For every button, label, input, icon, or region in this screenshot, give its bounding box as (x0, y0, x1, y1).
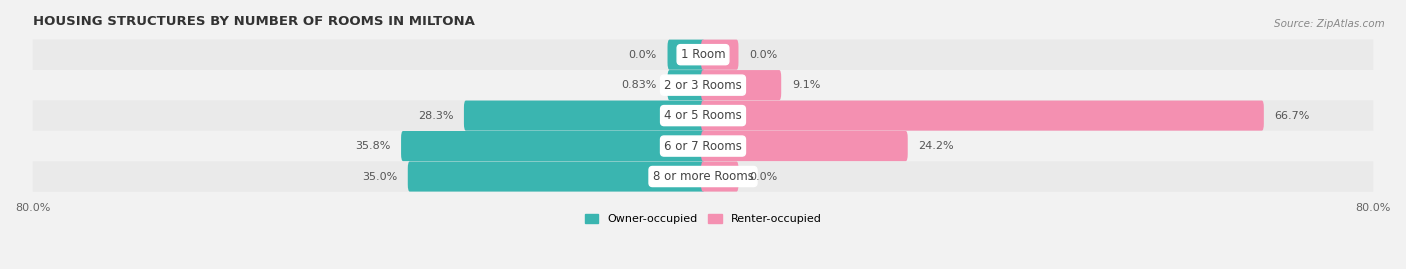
Text: 35.0%: 35.0% (361, 172, 396, 182)
Text: 24.2%: 24.2% (918, 141, 953, 151)
Text: 0.83%: 0.83% (621, 80, 657, 90)
Text: 28.3%: 28.3% (418, 111, 453, 121)
Legend: Owner-occupied, Renter-occupied: Owner-occupied, Renter-occupied (581, 209, 825, 228)
Text: 6 or 7 Rooms: 6 or 7 Rooms (664, 140, 742, 153)
FancyBboxPatch shape (32, 100, 1374, 131)
Text: 0.0%: 0.0% (749, 50, 778, 60)
FancyBboxPatch shape (32, 40, 1374, 70)
FancyBboxPatch shape (408, 161, 704, 192)
FancyBboxPatch shape (668, 40, 704, 70)
FancyBboxPatch shape (32, 70, 1374, 100)
Text: 35.8%: 35.8% (356, 141, 391, 151)
Text: 8 or more Rooms: 8 or more Rooms (652, 170, 754, 183)
Text: 66.7%: 66.7% (1274, 111, 1310, 121)
FancyBboxPatch shape (702, 70, 782, 100)
FancyBboxPatch shape (401, 131, 704, 161)
Text: 0.0%: 0.0% (749, 172, 778, 182)
Text: 1 Room: 1 Room (681, 48, 725, 61)
Text: 9.1%: 9.1% (792, 80, 820, 90)
FancyBboxPatch shape (702, 161, 738, 192)
FancyBboxPatch shape (32, 161, 1374, 192)
Text: 4 or 5 Rooms: 4 or 5 Rooms (664, 109, 742, 122)
FancyBboxPatch shape (702, 131, 908, 161)
FancyBboxPatch shape (464, 101, 704, 131)
FancyBboxPatch shape (702, 101, 1264, 131)
Text: HOUSING STRUCTURES BY NUMBER OF ROOMS IN MILTONA: HOUSING STRUCTURES BY NUMBER OF ROOMS IN… (32, 15, 475, 28)
Text: 2 or 3 Rooms: 2 or 3 Rooms (664, 79, 742, 92)
FancyBboxPatch shape (702, 40, 738, 70)
Text: Source: ZipAtlas.com: Source: ZipAtlas.com (1274, 19, 1385, 29)
Text: 0.0%: 0.0% (628, 50, 657, 60)
FancyBboxPatch shape (668, 70, 704, 100)
FancyBboxPatch shape (32, 131, 1374, 161)
